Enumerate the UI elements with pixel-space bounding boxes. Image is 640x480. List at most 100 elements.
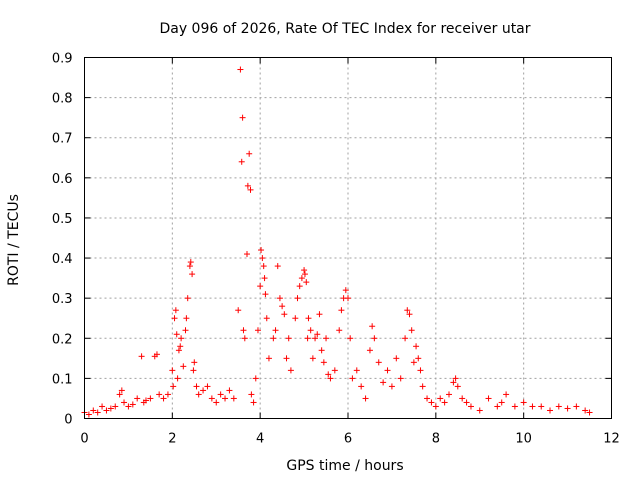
data-point: [193, 383, 200, 390]
data-point: [410, 359, 417, 366]
data-point: [180, 363, 187, 370]
data-point: [241, 335, 248, 342]
data-point: [417, 367, 424, 374]
data-point: [428, 399, 435, 406]
data-point: [175, 347, 182, 354]
data-point: [178, 335, 185, 342]
data-point: [325, 371, 332, 378]
data-point: [294, 295, 301, 302]
axis-ticks: 0 2 4 6 8 10 12 0 0.1 0.2 0.3 0.4 0.5 0.6 0.7 0.8 0.9: [52, 52, 620, 447]
data-point: [388, 383, 395, 390]
data-point: [172, 307, 179, 314]
data-point: [134, 395, 141, 402]
data-point: [384, 367, 391, 374]
data-point: [303, 279, 310, 286]
data-point: [187, 259, 194, 266]
data-point: [529, 403, 536, 410]
data-point: [450, 379, 457, 386]
data-point: [213, 399, 220, 406]
data-point: [279, 303, 286, 310]
data-point: [195, 391, 202, 398]
data-point: [94, 409, 101, 416]
data-point: [404, 307, 411, 314]
data-point: [316, 311, 323, 318]
data-point: [314, 331, 321, 338]
data-point: [257, 283, 264, 290]
data-point: [147, 395, 154, 402]
data-point: [276, 295, 283, 302]
data-point: [244, 182, 251, 189]
data-point: [345, 295, 351, 302]
data-point: [454, 383, 461, 390]
data-point: [283, 355, 290, 362]
data-point: [200, 387, 207, 394]
data-point: [170, 383, 177, 390]
data-point: [252, 375, 259, 382]
x-tick-label: 6: [344, 432, 352, 447]
data-point: [247, 186, 254, 193]
data-point: [419, 383, 426, 390]
data-point: [494, 403, 501, 410]
data-point: [240, 327, 247, 334]
data-point: [204, 383, 211, 390]
data-point: [116, 391, 123, 398]
y-axis-title: ROTI / TECUs: [6, 194, 22, 286]
data-point: [498, 399, 505, 406]
data-point: [239, 114, 246, 121]
data-point: [323, 335, 330, 342]
data-point: [402, 335, 409, 342]
x-tick-label: 12: [603, 432, 620, 447]
x-tick-label: 4: [256, 432, 264, 447]
data-point: [272, 327, 279, 334]
data-point: [270, 335, 277, 342]
data-point: [441, 399, 448, 406]
data-point: [129, 401, 136, 408]
data-point: [118, 387, 125, 394]
data-points: [81, 66, 593, 418]
data-point: [573, 403, 580, 410]
data-point: [263, 315, 270, 322]
data-point: [246, 150, 253, 157]
data-point: [142, 397, 149, 404]
y-tick-label: 0.6: [52, 172, 73, 187]
data-point: [338, 307, 345, 314]
data-point: [301, 271, 308, 278]
y-tick-label: 0.8: [52, 92, 73, 107]
data-point: [347, 335, 354, 342]
data-point: [393, 355, 400, 362]
data-point: [281, 311, 288, 318]
data-point: [424, 395, 431, 402]
data-point: [260, 263, 267, 270]
y-tick-label: 0.9: [52, 52, 73, 67]
data-point: [369, 323, 376, 330]
chart-title: Day 096 of 2026, Rate Of TEC Index for r…: [159, 21, 530, 37]
data-point: [186, 263, 193, 270]
data-point: [153, 351, 160, 358]
data-point: [358, 383, 365, 390]
data-point: [262, 291, 269, 298]
data-point: [85, 411, 92, 418]
data-point: [107, 405, 114, 412]
y-tick-label: 0.5: [52, 212, 73, 227]
data-point: [582, 407, 589, 414]
y-tick-label: 0.4: [52, 252, 73, 267]
data-point: [238, 158, 245, 165]
data-point: [452, 375, 459, 382]
x-tick-label: 0: [80, 432, 88, 447]
data-point: [415, 355, 422, 362]
data-point: [520, 399, 527, 406]
grid: [84, 57, 612, 419]
data-point: [292, 315, 299, 322]
y-tick-label: 0.7: [52, 132, 73, 147]
data-point: [307, 327, 314, 334]
data-point: [342, 287, 349, 294]
x-axis-title: GPS time / hours: [286, 458, 403, 474]
data-point: [413, 343, 420, 350]
data-point: [564, 405, 571, 412]
data-point: [406, 311, 413, 318]
data-point: [248, 391, 255, 398]
data-point: [99, 403, 106, 410]
data-point: [309, 355, 316, 362]
data-point: [331, 367, 338, 374]
data-point: [463, 399, 470, 406]
